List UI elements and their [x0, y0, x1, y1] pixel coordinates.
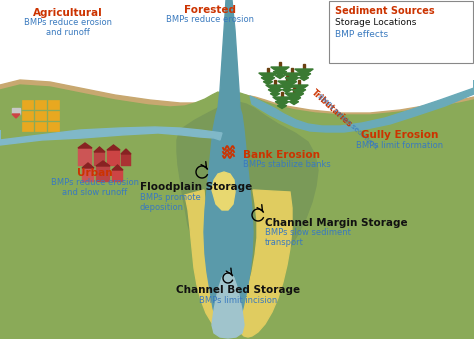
Text: BMPs reduce erosion
and runoff: BMPs reduce erosion and runoff: [24, 18, 112, 37]
Bar: [48, 122, 59, 131]
Bar: [298, 80, 300, 85]
Polygon shape: [177, 102, 318, 335]
Text: Urban: Urban: [77, 168, 113, 178]
Text: Tributaries: Tributaries: [310, 87, 354, 129]
Text: BMPs limit formation: BMPs limit formation: [356, 141, 444, 150]
Polygon shape: [0, 95, 474, 339]
Bar: [281, 92, 283, 97]
Polygon shape: [275, 102, 289, 106]
Polygon shape: [270, 94, 280, 97]
FancyBboxPatch shape: [329, 1, 473, 63]
Polygon shape: [204, 0, 253, 337]
Text: Forested: Forested: [184, 5, 236, 15]
Bar: [35, 111, 46, 120]
Polygon shape: [285, 78, 299, 82]
Bar: [78, 148, 92, 166]
Bar: [279, 62, 281, 67]
Polygon shape: [297, 74, 311, 78]
Text: Floodplain Storage: Floodplain Storage: [140, 182, 252, 192]
Bar: [82, 168, 94, 182]
Polygon shape: [283, 73, 301, 80]
Text: Bank Erosion: Bank Erosion: [243, 150, 320, 160]
Text: Storage Locations: Storage Locations: [335, 18, 416, 27]
Polygon shape: [185, 190, 236, 336]
Bar: [303, 64, 305, 69]
Bar: [22, 122, 33, 131]
Polygon shape: [78, 143, 92, 148]
Bar: [112, 170, 123, 182]
Polygon shape: [112, 165, 123, 170]
Text: BMPs stabilize banks: BMPs stabilize banks: [243, 160, 331, 169]
Text: Gully Erosion: Gully Erosion: [361, 130, 439, 140]
Bar: [22, 111, 33, 120]
Bar: [121, 154, 131, 166]
Polygon shape: [0, 127, 222, 145]
Polygon shape: [238, 190, 292, 337]
Polygon shape: [275, 76, 285, 79]
Polygon shape: [121, 149, 131, 154]
Text: Channel Bed Storage: Channel Bed Storage: [176, 285, 300, 295]
Text: Channel Margin Storage: Channel Margin Storage: [265, 218, 408, 228]
Polygon shape: [299, 78, 309, 80]
Polygon shape: [273, 72, 287, 76]
Polygon shape: [280, 86, 294, 90]
Polygon shape: [285, 93, 303, 100]
Polygon shape: [289, 102, 299, 104]
Bar: [35, 122, 46, 131]
Bar: [94, 152, 105, 166]
Polygon shape: [212, 272, 244, 338]
Polygon shape: [292, 89, 306, 94]
Text: BMPs reduce erosion
and slow runoff: BMPs reduce erosion and slow runoff: [51, 178, 139, 197]
Polygon shape: [268, 89, 282, 94]
Text: BMPs slow sediment
transport: BMPs slow sediment transport: [265, 228, 351, 247]
Polygon shape: [287, 98, 301, 102]
Text: BMPs promote
deposition: BMPs promote deposition: [140, 193, 201, 213]
Polygon shape: [294, 94, 304, 97]
Bar: [274, 80, 276, 85]
Polygon shape: [271, 67, 289, 74]
Bar: [48, 100, 59, 109]
Text: BMPs reduce erosion: BMPs reduce erosion: [166, 15, 254, 24]
Polygon shape: [107, 145, 120, 150]
Polygon shape: [277, 106, 287, 108]
Polygon shape: [0, 80, 474, 339]
Text: Sediment Sources: Sediment Sources: [335, 6, 435, 16]
Polygon shape: [287, 82, 297, 84]
Bar: [96, 166, 110, 182]
Text: BMP effects: BMP effects: [335, 30, 388, 39]
Polygon shape: [12, 114, 20, 118]
Polygon shape: [266, 85, 284, 92]
Polygon shape: [273, 97, 291, 104]
Bar: [35, 100, 46, 109]
Bar: [291, 68, 293, 73]
Polygon shape: [250, 80, 474, 132]
Polygon shape: [94, 147, 105, 152]
Bar: [48, 111, 59, 120]
Bar: [286, 76, 288, 81]
Polygon shape: [259, 73, 277, 80]
Polygon shape: [290, 85, 308, 92]
Polygon shape: [295, 69, 313, 76]
Bar: [107, 150, 120, 166]
Bar: [12, 108, 20, 114]
Bar: [22, 100, 33, 109]
Text: Agricultural: Agricultural: [33, 8, 103, 18]
Polygon shape: [237, 93, 474, 339]
Text: BMPs retain sediment: BMPs retain sediment: [317, 94, 379, 151]
Bar: [293, 88, 295, 93]
Polygon shape: [278, 81, 296, 88]
Polygon shape: [82, 163, 94, 168]
Polygon shape: [263, 82, 273, 84]
Text: BMPs limit incision: BMPs limit incision: [199, 296, 277, 305]
Polygon shape: [0, 85, 238, 339]
Polygon shape: [282, 89, 292, 93]
Polygon shape: [261, 78, 275, 82]
Polygon shape: [212, 172, 235, 210]
Bar: [267, 68, 269, 73]
Polygon shape: [96, 161, 110, 166]
